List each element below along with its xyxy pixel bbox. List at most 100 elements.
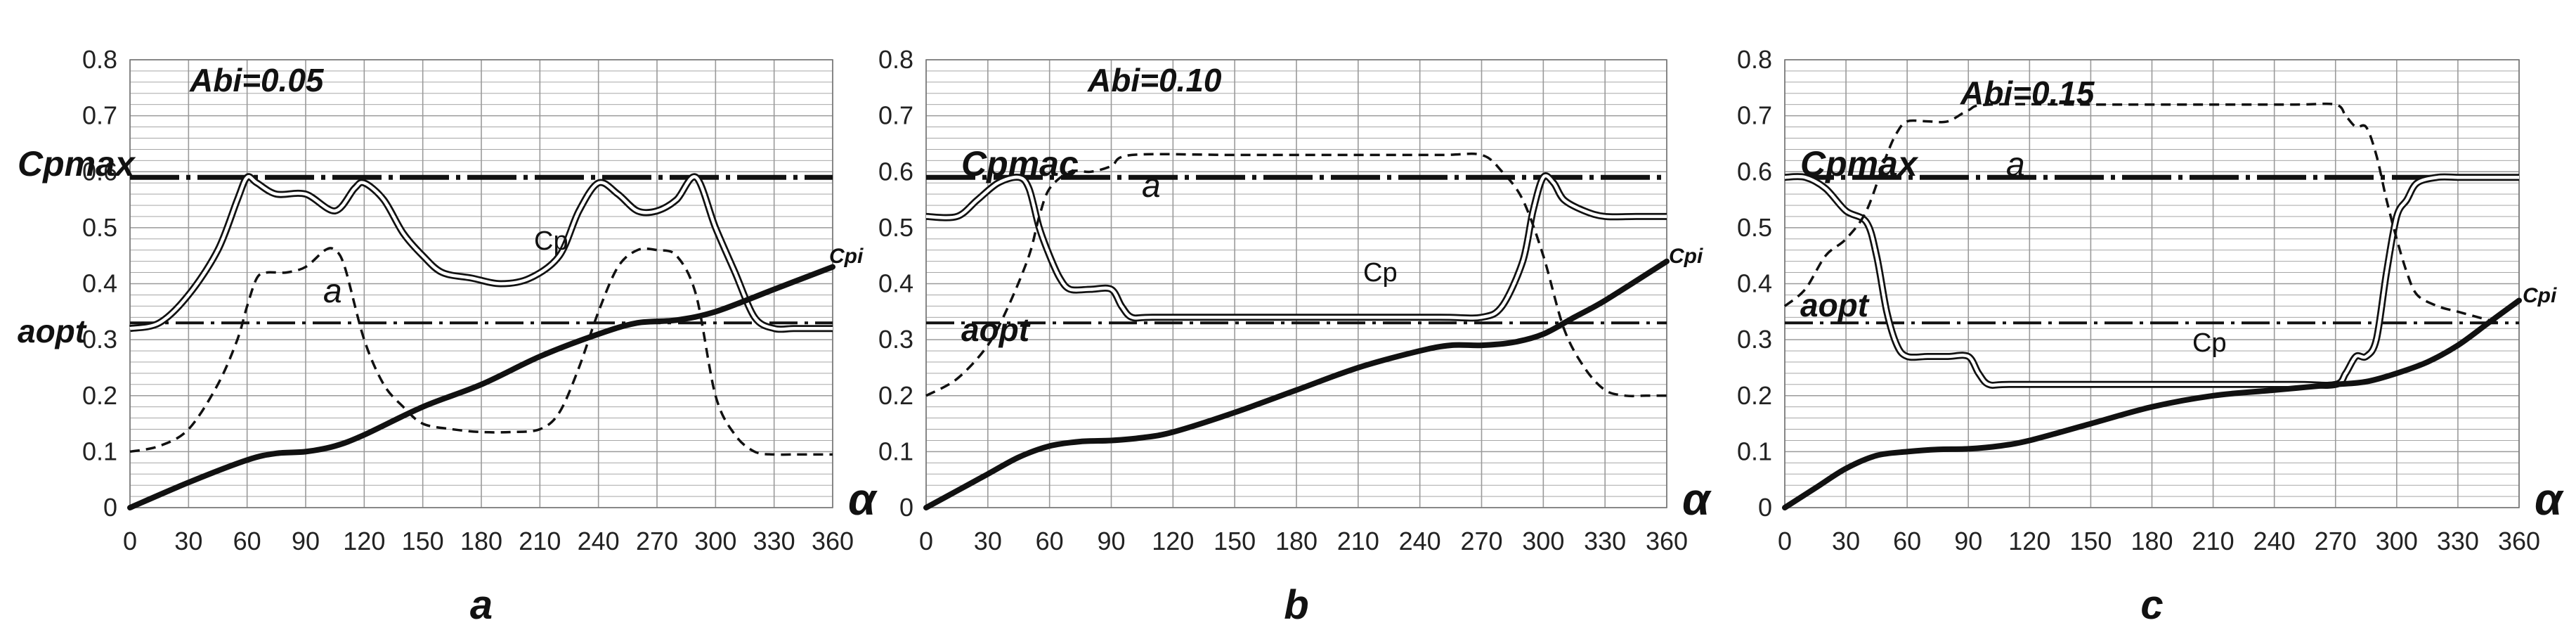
y-tick-label: 0 <box>1758 493 1772 522</box>
series-label-Cpi: Cpi <box>1669 245 1703 268</box>
y-tick-label: 0.1 <box>878 437 913 465</box>
y-tick-label: 0.3 <box>1737 325 1772 354</box>
x-tick-label: 150 <box>1214 527 1256 555</box>
x-tick-label: 90 <box>292 527 320 555</box>
x-axis-label: α <box>2535 474 2564 525</box>
y-tick-label: 0.2 <box>878 381 913 410</box>
hline-label-aopt: aopt <box>961 311 1031 348</box>
x-tick-label: 300 <box>694 527 736 555</box>
chart-panel-b: 0 0.1 0.2 0.3 0.4 0.5 0.6 0.7 0.8 0 30 60 90 120 150 18… <box>878 45 1712 628</box>
x-tick-label: 180 <box>2131 527 2173 555</box>
series-a <box>1783 102 2499 324</box>
x-tick-label: 210 <box>2192 527 2235 555</box>
series-label-Cp: Cp <box>2192 328 2227 358</box>
x-tick-label: 360 <box>2498 527 2540 555</box>
x-tick-label: 330 <box>753 527 795 555</box>
x-tick-label: 120 <box>1152 527 1194 555</box>
x-tick-label: 330 <box>1584 527 1626 555</box>
y-tick-label: 0.8 <box>1737 45 1772 74</box>
y-tick-label: 0.7 <box>1737 101 1772 130</box>
series-Cpi <box>923 258 1670 510</box>
x-tick-label: 270 <box>636 527 678 555</box>
panel-title: Abi=0.10 <box>1087 62 1222 98</box>
hline-label-Cpmax: Cpmax <box>18 144 136 184</box>
panel-label: b <box>1284 582 1308 628</box>
plot-frame <box>925 59 1667 508</box>
series-label-Cpi: Cpi <box>829 245 864 268</box>
x-tick-label: 90 <box>1954 527 1982 555</box>
x-tick-label: 30 <box>1832 527 1860 555</box>
series-a <box>925 152 1667 398</box>
panel-label: a <box>470 582 493 628</box>
y-tick-label: 0.2 <box>82 381 117 410</box>
y-tick-label: 0.5 <box>1737 213 1772 242</box>
x-tick-label: 240 <box>2253 527 2296 555</box>
x-tick-label: 180 <box>1275 527 1318 555</box>
series-Cpi <box>1782 297 2522 510</box>
series-Cpi <box>127 264 835 510</box>
x-tick-label: 150 <box>2069 527 2112 555</box>
grid <box>925 59 1667 508</box>
x-tick-label: 120 <box>343 527 385 555</box>
series-Cp <box>925 174 1667 320</box>
series-label-Cp: Cp <box>1363 258 1398 288</box>
series-label-a: a <box>1142 167 1161 205</box>
x-tick-label: 180 <box>460 527 502 555</box>
x-tick-label: 330 <box>2437 527 2479 555</box>
hline-label-aopt: aopt <box>18 313 87 349</box>
series-label-a: a <box>2006 146 2025 184</box>
x-tick-label: 120 <box>2008 527 2050 555</box>
y-tick-label: 0 <box>103 493 117 522</box>
x-tick-label: 270 <box>2315 527 2357 555</box>
x-tick-label: 360 <box>812 527 854 555</box>
panel-title: Abi=0.15 <box>1960 75 2095 111</box>
panel-label: c <box>2140 582 2163 628</box>
y-tick-label: 0.4 <box>1737 269 1772 298</box>
y-tick-label: 0.1 <box>82 437 117 465</box>
series-label-Cpi: Cpi <box>2523 284 2557 307</box>
x-tick-label: 270 <box>1460 527 1502 555</box>
x-tick-label: 210 <box>1337 527 1379 555</box>
y-tick-label: 0.5 <box>82 213 117 242</box>
x-tick-label: 60 <box>1036 527 1064 555</box>
x-tick-label: 0 <box>123 527 137 555</box>
x-tick-label: 60 <box>233 527 261 555</box>
x-tick-label: 300 <box>1522 527 1564 555</box>
chart-panel-c: 0 0.1 0.2 0.3 0.4 0.5 0.6 0.7 0.8 0 30 60 90 120 150 18… <box>1737 45 2564 628</box>
series-label-a: a <box>323 273 342 310</box>
grid <box>1784 59 2520 508</box>
y-tick-label: 0.6 <box>1737 157 1772 186</box>
y-tick-label: 0.1 <box>1737 437 1772 465</box>
y-tick-label: 0.3 <box>82 325 117 354</box>
y-tick-label: 0.7 <box>82 101 117 130</box>
x-tick-label: 30 <box>174 527 202 555</box>
x-tick-label: 210 <box>519 527 561 555</box>
y-tick-label: 0.4 <box>82 269 117 298</box>
x-tick-label: 0 <box>919 527 933 555</box>
series-a <box>129 247 833 456</box>
series-Cp <box>129 175 833 331</box>
hline-label-aopt: aopt <box>1800 287 1870 323</box>
x-tick-label: 0 <box>1778 527 1792 555</box>
y-tick-label: 0.8 <box>878 45 913 74</box>
x-tick-label: 150 <box>402 527 444 555</box>
plot-frame <box>1784 59 2520 508</box>
series-label-Cp: Cp <box>534 226 568 256</box>
x-axis-label: α <box>1682 474 1712 525</box>
y-tick-label: 0.6 <box>878 157 913 186</box>
y-tick-label: 0.7 <box>878 101 913 130</box>
plot-frame <box>129 59 833 508</box>
x-tick-label: 300 <box>2376 527 2418 555</box>
series-Cp <box>1784 174 2519 387</box>
grid <box>129 59 833 508</box>
y-tick-label: 0.8 <box>82 45 117 74</box>
hline-label-Cpmax: Cpmax <box>1800 144 1919 184</box>
y-tick-label: 0.2 <box>1737 381 1772 410</box>
hline-label-Cpmax: Cpmac <box>961 144 1079 184</box>
y-tick-label: 0.4 <box>878 269 913 298</box>
x-tick-label: 240 <box>578 527 620 555</box>
y-tick-label: 0.5 <box>878 213 913 242</box>
x-tick-label: 60 <box>1893 527 1921 555</box>
chart-panel-a: 0 0.1 0.2 0.3 0.4 0.5 0.6 0.7 0.8 0 30 60 90 120 150 18… <box>18 45 878 628</box>
